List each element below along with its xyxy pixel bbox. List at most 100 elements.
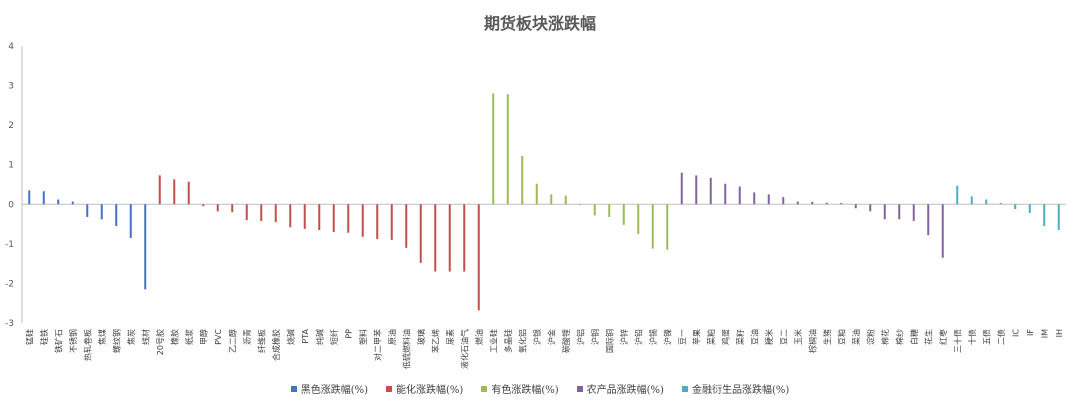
bar (216, 204, 219, 212)
category-label: 烧碱 (285, 329, 295, 345)
category-label: 沪铝 (575, 329, 585, 345)
legend-label: 黑色涨跌幅(%) (300, 385, 369, 396)
category-label: 苹果 (691, 329, 701, 345)
category-label: 生猪 (822, 329, 832, 345)
bar (680, 172, 683, 205)
category-label: IC (1011, 329, 1020, 337)
bar (666, 204, 669, 250)
category-label: 甲醇 (198, 329, 208, 345)
category-label: 橡胶 (169, 329, 179, 345)
category-label: 豆粕 (836, 329, 846, 345)
legend-label: 有色涨跌幅(%) (491, 385, 559, 396)
category-label: 花生 (923, 329, 933, 345)
bar (825, 202, 828, 205)
bar (390, 204, 393, 240)
bar (463, 204, 466, 272)
y-tick-label: -1 (5, 240, 14, 250)
legend: 黑色涨跌幅(%) 能化涨跌幅(%) 有色涨跌幅(%) 农产品涨跌幅(%) 金融衍生品涨跌… (0, 381, 1080, 396)
category-label: PTA (301, 328, 310, 343)
category-label: IM (1040, 329, 1049, 338)
category-label: 沪锌 (619, 329, 629, 345)
bar (477, 204, 480, 311)
bar (405, 204, 408, 248)
category-label: 棕榈油 (807, 329, 817, 353)
category-label: 沪铅 (633, 329, 643, 345)
bar (115, 204, 118, 227)
bar (622, 204, 625, 225)
category-label: IF (1026, 329, 1035, 336)
legend-swatch (386, 385, 393, 392)
bar (144, 204, 147, 290)
category-label: 工业硅 (488, 329, 498, 353)
bar (869, 204, 872, 212)
bar (898, 204, 901, 220)
category-label: 热轧卷板 (82, 329, 92, 361)
bar (550, 194, 553, 205)
bar (100, 204, 103, 220)
category-label: 线材 (140, 329, 150, 345)
category-label: 塑料 (358, 329, 368, 345)
legend-item: 农产品涨跌幅(%) (576, 381, 664, 396)
y-tick-label: 4 (8, 42, 14, 52)
bar (448, 204, 451, 272)
category-label: 燃油 (474, 329, 484, 345)
category-label: 沪锡 (648, 329, 658, 345)
bar (260, 204, 263, 221)
bar (332, 204, 335, 232)
category-label: 乙二醇 (227, 329, 237, 353)
legend-label: 金融衍生品涨跌幅(%) (691, 385, 790, 396)
legend-swatch (576, 385, 583, 392)
legend-item: 能化涨跌幅(%) (386, 381, 463, 396)
bar (187, 181, 190, 205)
bar (492, 93, 495, 205)
category-label: 沪金 (546, 329, 556, 345)
bar (361, 204, 364, 237)
category-label: IH (1055, 329, 1064, 337)
category-label: 不锈钢 (68, 329, 78, 353)
category-label: 沪银 (532, 329, 542, 345)
category-label: 豆二 (779, 329, 788, 345)
bar (811, 201, 814, 205)
bar (158, 175, 161, 205)
bar (86, 204, 89, 217)
bar (970, 196, 973, 205)
legend-item: 黑色涨跌幅(%) (290, 381, 369, 396)
bar (57, 199, 60, 205)
bar (695, 175, 698, 205)
bar (579, 204, 582, 206)
y-tick-label: 0 (8, 200, 14, 210)
bar (637, 204, 640, 234)
legend-label: 能化涨跌幅(%) (396, 385, 464, 396)
legend-label: 农产品涨跌幅(%) (586, 385, 664, 396)
bar (535, 183, 538, 205)
category-label: 沪铜 (590, 329, 600, 345)
bar (274, 204, 277, 223)
bar (173, 179, 176, 205)
category-label: 棉纱 (894, 329, 904, 345)
category-label: 菜籽 (735, 329, 745, 345)
category-label: 五债 (981, 329, 991, 345)
category-label: 苯乙烯 (430, 329, 440, 353)
legend-swatch (481, 385, 488, 392)
bar (564, 195, 567, 205)
bar (999, 203, 1002, 205)
legend-item: 有色涨跌幅(%) (481, 381, 559, 396)
y-tick-label: 1 (8, 161, 14, 171)
category-label: 菜油 (851, 329, 861, 345)
y-tick-label: -3 (5, 319, 14, 329)
bar (289, 204, 292, 228)
bar (738, 186, 741, 205)
bar (376, 204, 379, 240)
bar (912, 204, 915, 221)
category-label: 原油 (387, 329, 397, 345)
category-label: 二债 (996, 329, 1006, 345)
bar (318, 204, 321, 231)
bar (1043, 204, 1046, 227)
category-label: 菜粕 (706, 329, 716, 345)
category-label: 焦炭 (126, 329, 136, 345)
bar (231, 204, 234, 213)
bar (202, 204, 205, 207)
y-tick-label: -2 (5, 279, 14, 289)
